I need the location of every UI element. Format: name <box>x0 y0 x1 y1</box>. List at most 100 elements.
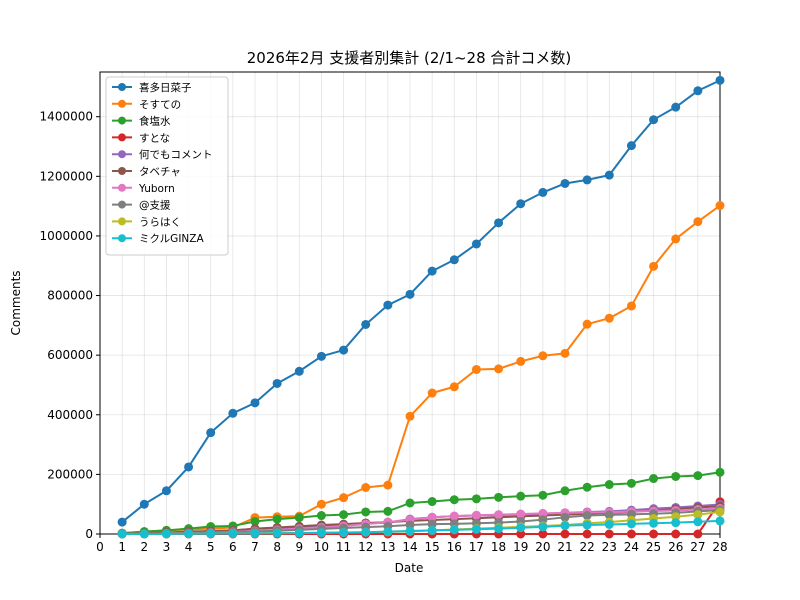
legend-item: 何でもコメント <box>112 148 213 161</box>
data-point <box>693 510 703 520</box>
data-point <box>361 483 371 492</box>
data-point <box>272 378 282 388</box>
x-tick-label: 5 <box>207 540 215 554</box>
data-point <box>471 524 481 534</box>
data-point <box>494 524 504 534</box>
x-tick-label: 2 <box>140 540 148 554</box>
data-point <box>250 398 260 408</box>
data-point <box>405 498 415 508</box>
x-tick-label: 28 <box>712 540 727 554</box>
data-point <box>715 201 725 211</box>
legend-item: すとな <box>112 132 170 144</box>
data-point <box>671 529 681 539</box>
data-point <box>693 471 703 481</box>
data-point <box>604 519 614 529</box>
data-point <box>693 529 703 539</box>
legend-marker <box>118 133 126 142</box>
data-point <box>582 529 592 539</box>
data-point <box>560 512 570 522</box>
legend-item: 食塩水 <box>112 115 171 128</box>
x-tick-label: 7 <box>251 540 259 554</box>
data-point <box>538 490 548 500</box>
legend-label: ミクルGINZA <box>139 233 204 245</box>
data-point <box>471 239 481 249</box>
data-point <box>604 510 614 520</box>
legend-item: 喜多日菜子 <box>112 81 192 94</box>
data-point <box>206 428 216 438</box>
data-point <box>671 471 681 481</box>
y-tick-label: 1200000 <box>40 169 93 183</box>
data-point <box>649 474 659 484</box>
data-point <box>649 529 659 539</box>
legend-item: Yuborn <box>112 183 175 195</box>
data-point <box>339 528 349 538</box>
x-tick-label: 0 <box>96 540 104 554</box>
x-tick-label: 17 <box>469 540 484 554</box>
data-point <box>405 289 415 299</box>
data-point <box>294 366 304 376</box>
data-point <box>604 313 614 323</box>
data-point <box>560 348 570 358</box>
legend-marker <box>118 234 126 243</box>
data-point <box>582 319 592 329</box>
data-point <box>250 516 260 526</box>
data-point <box>139 529 149 539</box>
data-point <box>427 512 437 522</box>
data-point <box>427 266 437 276</box>
data-point <box>649 518 659 528</box>
data-point <box>626 529 636 539</box>
data-point <box>560 178 570 188</box>
data-point <box>604 480 614 490</box>
legend-marker <box>118 200 126 209</box>
x-tick-label: 15 <box>425 540 440 554</box>
data-point <box>272 514 282 524</box>
y-tick-label: 1000000 <box>40 229 93 243</box>
data-point <box>494 364 504 374</box>
x-tick-label: 8 <box>273 540 281 554</box>
data-point <box>161 529 171 539</box>
x-tick-label: 21 <box>557 540 572 554</box>
x-tick-label: 22 <box>580 540 595 554</box>
data-point <box>449 511 459 521</box>
x-tick-label: 19 <box>513 540 528 554</box>
legend-marker <box>118 99 126 108</box>
data-point <box>516 356 526 366</box>
data-point <box>693 86 703 96</box>
x-tick-label: 26 <box>668 540 683 554</box>
data-point <box>582 175 592 185</box>
legend-marker <box>118 150 126 159</box>
legend-label: 何でもコメント <box>139 148 213 161</box>
data-point <box>494 218 504 228</box>
data-point <box>516 491 526 501</box>
data-point <box>516 523 526 533</box>
data-point <box>161 486 171 496</box>
data-point <box>538 508 548 518</box>
data-point <box>538 522 548 532</box>
data-point <box>184 529 194 539</box>
data-point <box>117 517 127 527</box>
x-tick-label: 14 <box>402 540 417 554</box>
data-point <box>228 408 238 418</box>
data-point <box>582 482 592 492</box>
data-point <box>626 519 636 529</box>
data-point <box>361 319 371 329</box>
legend-label: Yuborn <box>138 183 175 195</box>
data-point <box>516 529 526 539</box>
data-point <box>184 462 194 472</box>
x-tick-label: 10 <box>314 540 329 554</box>
data-point <box>316 528 326 538</box>
x-axis-ticks: 0 1 2 3 4 5 6 7 8 9 10 11 12 13 14 15 16 17 18 19 20 21 22 23 24… <box>96 534 728 554</box>
x-tick-label: 1 <box>118 540 126 554</box>
data-point <box>339 510 349 520</box>
data-point <box>272 528 282 538</box>
data-point <box>626 141 636 151</box>
x-axis-title: Date <box>395 561 424 575</box>
data-point <box>516 199 526 209</box>
x-tick-label: 20 <box>535 540 550 554</box>
data-point <box>560 486 570 496</box>
legend-item: ミクルGINZA <box>112 233 204 245</box>
data-point <box>405 526 415 536</box>
